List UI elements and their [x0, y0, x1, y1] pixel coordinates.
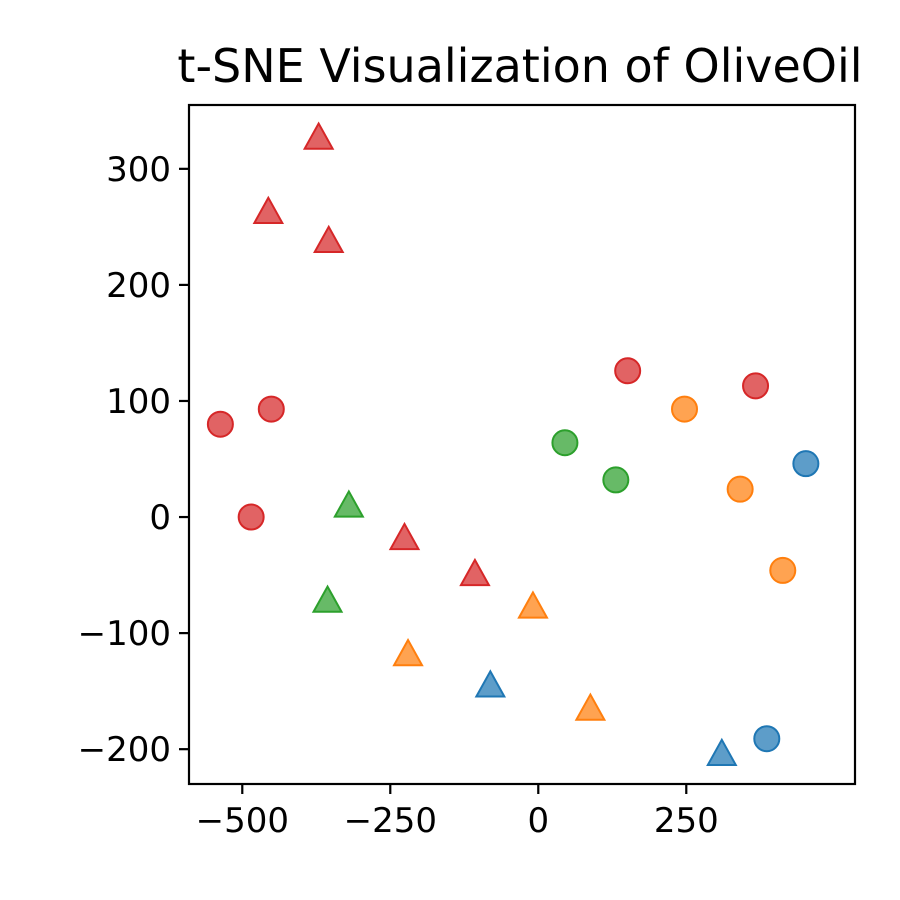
triangle-point: [333, 489, 365, 518]
x-tick-label: 250: [654, 801, 719, 841]
circle-point: [753, 725, 781, 753]
chart-title: t-SNE Visualization of OliveOil: [177, 39, 862, 93]
y-tick-label: −200: [78, 730, 171, 770]
triangle-point: [392, 637, 424, 667]
y-tick-label: 100: [106, 382, 171, 422]
triangle-point: [311, 584, 344, 613]
circle-point: [769, 556, 797, 584]
x-tick-label: −500: [196, 801, 289, 841]
circle-point: [602, 466, 630, 494]
y-tick-label: 0: [149, 498, 171, 538]
triangle-point: [459, 557, 491, 587]
circle-point: [792, 450, 820, 478]
circle-point: [257, 395, 285, 423]
circle-point: [551, 429, 579, 457]
triangle-point: [252, 195, 285, 224]
circle-point: [742, 372, 770, 400]
circle-point: [726, 475, 754, 503]
data-points: [206, 121, 820, 767]
triangle-point: [706, 737, 738, 767]
triangle-point: [574, 692, 607, 721]
y-tick-label: −100: [78, 614, 171, 654]
circle-point: [614, 357, 642, 385]
y-tick-label: 300: [106, 150, 171, 190]
x-tick-label: 0: [527, 801, 549, 841]
plot-frame: [187, 103, 857, 786]
axis-ticks: −500 −250 0 250 −200 −100 0 100 200 300: [78, 150, 719, 841]
circle-point: [206, 410, 234, 438]
triangle-point: [474, 669, 507, 698]
x-tick-label: −250: [344, 801, 437, 841]
y-tick-label: 200: [106, 266, 171, 306]
circle-point: [237, 503, 265, 531]
triangle-point: [388, 521, 421, 551]
triangle-point: [313, 224, 345, 253]
triangle-point: [517, 590, 549, 619]
circle-point: [671, 395, 699, 423]
triangle-point: [302, 121, 335, 150]
